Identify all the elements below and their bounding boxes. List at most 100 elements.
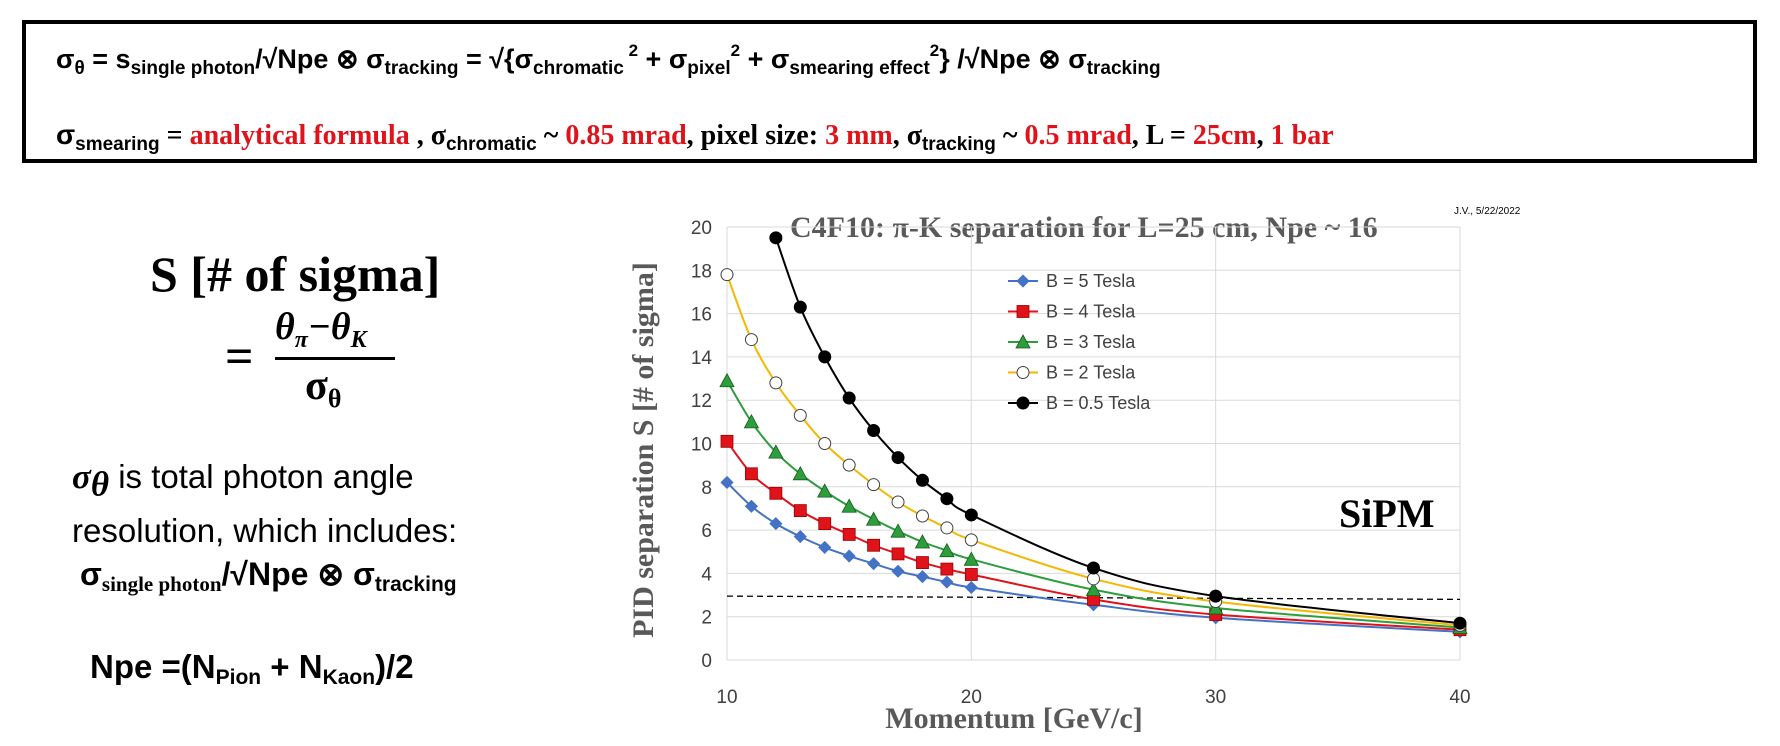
text: )/2 <box>375 648 414 685</box>
text: σ <box>56 119 76 150</box>
text: } /√Npe ⊗ σ <box>939 44 1087 74</box>
text: σ <box>80 556 102 592</box>
data-point <box>964 508 978 522</box>
data-point <box>891 451 905 465</box>
sigma-components: σsingle photon/√Npe ⊗ σtracking <box>80 555 457 596</box>
data-point <box>818 517 832 531</box>
legend-label: B = 5 Tesla <box>1046 271 1136 291</box>
text: , L = <box>1131 120 1193 151</box>
text: σ <box>305 363 328 409</box>
legend-label: B = 0.5 Tesla <box>1046 393 1151 413</box>
y-tick-label: 12 <box>691 391 712 412</box>
series-line <box>726 380 1461 629</box>
separation-chart: C4F10: π-K separation for L=25 cm, Npe ~… <box>627 206 1521 735</box>
data-point <box>1209 589 1223 603</box>
data-point <box>842 391 856 405</box>
data-point <box>818 350 832 364</box>
data-point <box>793 300 807 314</box>
x-tick-label: 20 <box>961 687 982 708</box>
y-tick-label: 14 <box>691 348 713 369</box>
legend-label: B = 3 Tesla <box>1046 332 1136 352</box>
data-point <box>865 511 882 526</box>
data-point <box>916 556 929 569</box>
data-point <box>914 534 931 549</box>
subscript: tracking <box>1086 58 1161 79</box>
chart-tick-labels: 0 2 4 6 8 10 12 14 16 18 20 10 20 30 40 <box>691 218 1471 708</box>
subscript: θ <box>327 384 342 413</box>
subscript: pixel <box>687 58 731 79</box>
data-point <box>841 498 857 513</box>
text: σ <box>72 457 91 496</box>
subscript: tracking <box>921 134 996 155</box>
data-point <box>867 538 881 552</box>
data-point <box>768 444 784 459</box>
data-point <box>743 414 760 429</box>
subscript: chromatic <box>445 134 537 155</box>
x-axis-title: Momentum [GeV/c] <box>885 702 1142 735</box>
text: is total photon angle resolution, which … <box>72 458 458 549</box>
data-point <box>940 492 954 506</box>
data-point <box>1087 572 1100 586</box>
data-point <box>769 486 783 500</box>
formula-line-2: σsmearing = analytical formula , σchroma… <box>56 119 1334 155</box>
y-tick-label: 0 <box>701 651 712 672</box>
data-point <box>792 465 808 481</box>
data-point <box>964 568 978 581</box>
text: + σ <box>740 44 790 74</box>
data-point <box>891 547 905 561</box>
pixel-size-value: 3 mm <box>825 120 893 151</box>
data-point <box>939 542 955 558</box>
legend-marker <box>1016 305 1030 318</box>
y-tick-label: 10 <box>691 435 712 456</box>
data-point <box>744 333 758 347</box>
data-point <box>720 268 734 282</box>
sigma-description: σθ is total photon angle resolution, whi… <box>72 454 532 554</box>
data-point <box>964 533 978 547</box>
npe-definition: Npe =(NPion + NKaon)/2 <box>90 648 414 689</box>
y-tick-label: 2 <box>701 608 712 629</box>
s-definition-title: S [# of sigma] <box>150 246 441 302</box>
y-tick-label: 6 <box>701 521 712 542</box>
text: + N <box>261 648 323 685</box>
fraction-numerator: θπ−θK <box>275 305 367 352</box>
data-point <box>720 475 734 490</box>
data-point <box>915 473 929 487</box>
text: ~ <box>995 120 1025 151</box>
subscript: smearing effect <box>789 58 930 79</box>
data-point <box>915 570 930 584</box>
data-point <box>940 521 954 535</box>
y-axis-title: PID separation S [# of sigma] <box>627 262 660 638</box>
subscript: Kaon <box>322 666 376 689</box>
subscript: chromatic <box>533 58 624 79</box>
x-tick-label: 40 <box>1449 687 1470 708</box>
legend-label: B = 2 Tesla <box>1046 363 1136 383</box>
data-point <box>1453 616 1467 630</box>
superscript: 2 <box>730 41 741 60</box>
data-point <box>744 499 758 513</box>
y-tick-label: 8 <box>701 478 712 499</box>
sigma-symbol: σ <box>56 44 75 74</box>
data-point <box>793 408 807 422</box>
data-point <box>769 376 783 390</box>
data-point <box>842 528 856 541</box>
legend-marker <box>1015 334 1031 349</box>
data-point <box>940 575 954 589</box>
threshold-line <box>726 595 1461 601</box>
text: + σ <box>638 44 688 74</box>
pressure-value: 1 bar <box>1270 120 1334 151</box>
data-point <box>745 467 758 481</box>
data-point <box>842 549 856 563</box>
subscript: smearing <box>75 134 160 155</box>
text: = s <box>84 44 131 74</box>
chart-legend: B = 5 Tesla B = 4 Tesla B = 3 Tesla B = 2 T… <box>1008 271 1151 413</box>
y-tick-label: 18 <box>691 261 712 282</box>
text: , <box>1256 120 1271 151</box>
length-value: 25cm <box>1192 120 1257 151</box>
text: , σ <box>409 120 446 151</box>
superscript: 2 <box>929 41 940 60</box>
data-point <box>719 372 735 388</box>
subscript: single photon <box>101 572 222 596</box>
text: /√Npe ⊗ σ <box>255 44 385 74</box>
data-point <box>867 424 881 438</box>
data-point <box>867 478 881 492</box>
